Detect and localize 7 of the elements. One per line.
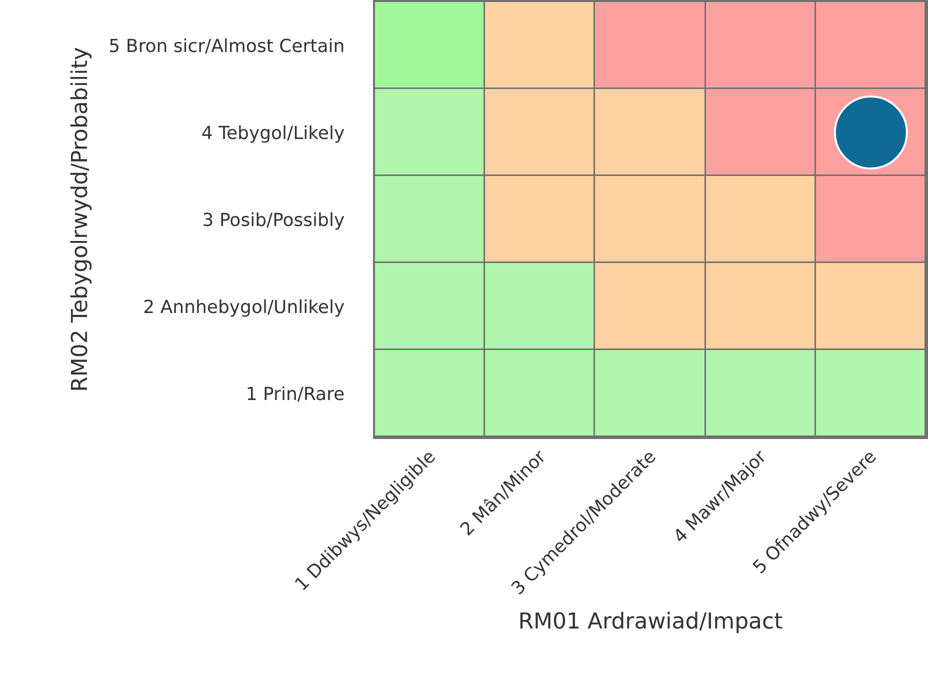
y-tick-label: 2 Annhebygol/Unlikely <box>143 296 345 318</box>
y-tick-label: 3 Posib/Possibly <box>202 210 345 231</box>
y-tick-label: 4 Tebygol/Likely <box>201 122 345 144</box>
y-tick-label: 1 Prin/Rare <box>246 384 345 405</box>
x-axis-title: RM01 Ardrawiad/Impact <box>518 610 784 635</box>
y-axis-title: RM02 Tebygolrwydd/Probability <box>68 47 93 392</box>
y-tick-label: 5 Bron sicr/Almost Certain <box>108 36 345 57</box>
